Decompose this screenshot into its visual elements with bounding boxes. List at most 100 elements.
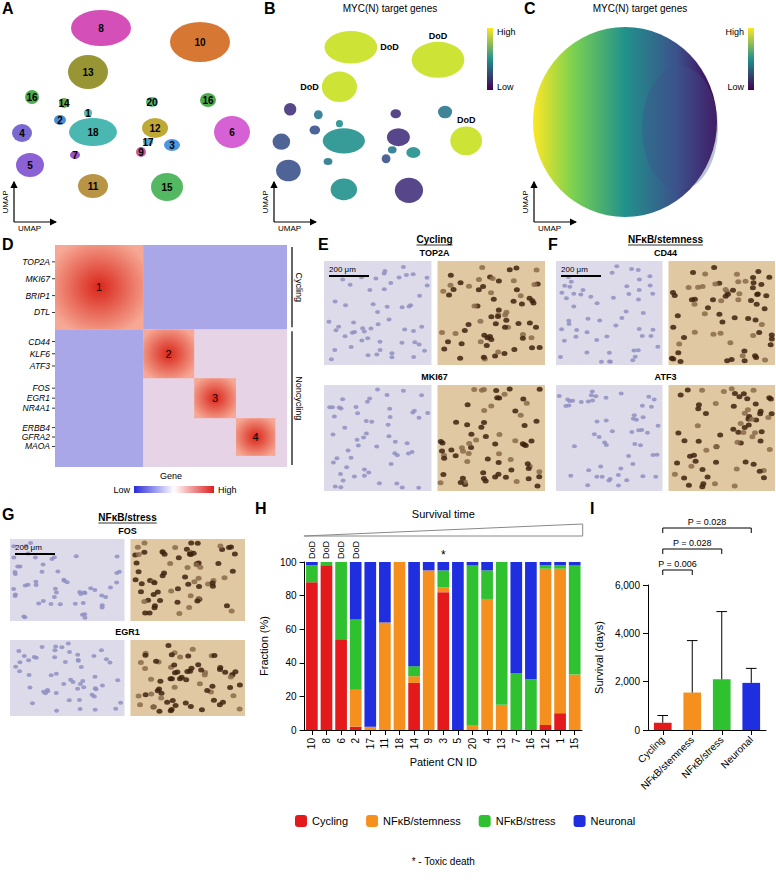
svg-text:CD44: CD44	[28, 337, 50, 347]
svg-text:DoD: DoD	[457, 115, 476, 125]
svg-text:High: High	[218, 485, 237, 495]
svg-text:14: 14	[409, 738, 420, 750]
svg-text:E: E	[318, 236, 329, 253]
svg-text:13: 13	[496, 738, 507, 750]
svg-text:9: 9	[423, 738, 434, 744]
svg-text:1: 1	[85, 108, 91, 119]
svg-text:TOP2A: TOP2A	[420, 248, 450, 258]
svg-text:4: 4	[253, 431, 259, 443]
svg-text:NFκB/stress: NFκB/stress	[496, 815, 556, 827]
svg-text:18: 18	[87, 127, 99, 138]
svg-text:F: F	[548, 236, 558, 253]
svg-text:NFκB/stemness: NFκB/stemness	[639, 734, 697, 792]
svg-text:NFκB/stemness: NFκB/stemness	[628, 234, 703, 245]
svg-text:TOP2A: TOP2A	[22, 257, 50, 267]
svg-text:BRIP1: BRIP1	[25, 291, 50, 301]
svg-text:UMAP: UMAP	[261, 190, 270, 213]
svg-text:P = 0.028: P = 0.028	[673, 538, 712, 548]
svg-text:Low: Low	[497, 82, 514, 92]
svg-text:Neuronal: Neuronal	[591, 815, 636, 827]
svg-text:20: 20	[467, 738, 478, 750]
svg-text:6: 6	[229, 127, 235, 138]
svg-text:17: 17	[142, 137, 154, 148]
svg-text:DoD: DoD	[336, 540, 346, 559]
svg-text:Gene: Gene	[160, 471, 182, 481]
svg-text:EGR1: EGR1	[27, 393, 50, 403]
svg-text:3: 3	[169, 140, 175, 151]
svg-text:B: B	[264, 0, 276, 17]
svg-text:12: 12	[149, 123, 161, 134]
svg-text:3: 3	[212, 392, 218, 404]
svg-text:7: 7	[72, 150, 78, 161]
svg-text:10: 10	[194, 37, 206, 48]
svg-text:MKI67: MKI67	[25, 274, 50, 284]
svg-text:MKI67: MKI67	[421, 372, 448, 382]
svg-text:60: 60	[285, 624, 297, 635]
svg-text:FOS: FOS	[33, 383, 51, 393]
svg-text:UMAP: UMAP	[278, 224, 301, 233]
svg-text:UMAP: UMAP	[538, 224, 561, 233]
svg-text:* - Toxic death: * - Toxic death	[412, 856, 475, 867]
svg-text:Survival time: Survival time	[412, 508, 475, 520]
svg-text:13: 13	[82, 67, 94, 78]
svg-text:G: G	[2, 506, 14, 523]
svg-text:MYC(N) target genes: MYC(N) target genes	[593, 3, 687, 14]
svg-text:DoD: DoD	[351, 540, 361, 559]
svg-text:8: 8	[321, 738, 332, 744]
svg-text:DoD: DoD	[307, 540, 317, 559]
svg-text:12: 12	[540, 738, 551, 750]
svg-text:UMAP: UMAP	[521, 190, 530, 213]
svg-text:Low: Low	[727, 82, 744, 92]
svg-text:A: A	[2, 0, 14, 17]
svg-text:Noncycling: Noncycling	[294, 376, 304, 420]
svg-text:High: High	[725, 27, 744, 37]
svg-text:18: 18	[394, 738, 405, 750]
svg-text:2: 2	[166, 348, 172, 360]
svg-text:UMAP: UMAP	[1, 190, 10, 213]
svg-text:10: 10	[306, 738, 317, 750]
svg-text:40: 40	[285, 657, 297, 668]
svg-text:*: *	[441, 548, 446, 562]
svg-text:P = 0.006: P = 0.006	[658, 559, 697, 569]
svg-text:MYC(N) target genes: MYC(N) target genes	[343, 3, 437, 14]
svg-text:20: 20	[285, 691, 297, 702]
svg-text:Fraction (%): Fraction (%)	[258, 616, 270, 676]
svg-text:DoD: DoD	[300, 82, 319, 92]
svg-text:80: 80	[285, 590, 297, 601]
svg-text:1: 1	[96, 281, 102, 293]
svg-text:DoD: DoD	[429, 31, 448, 41]
svg-text:6,000: 6,000	[615, 580, 640, 591]
svg-text:Survival (days): Survival (days)	[593, 621, 605, 694]
svg-text:KLF6: KLF6	[30, 349, 51, 359]
svg-text:DTL: DTL	[34, 307, 50, 317]
svg-text:16: 16	[525, 738, 536, 750]
svg-text:Cycling: Cycling	[312, 815, 348, 827]
svg-text:ATF3: ATF3	[655, 372, 677, 382]
svg-text:Cycling: Cycling	[416, 234, 452, 245]
svg-text:4,000: 4,000	[615, 628, 640, 639]
svg-text:DoD: DoD	[380, 42, 399, 52]
svg-text:9: 9	[138, 147, 144, 158]
svg-text:Low: Low	[113, 485, 130, 495]
svg-text:DoD: DoD	[321, 540, 331, 559]
svg-text:Neuronal: Neuronal	[719, 734, 755, 770]
svg-text:8: 8	[98, 23, 104, 34]
svg-text:3: 3	[438, 738, 449, 744]
svg-text:4: 4	[482, 738, 493, 744]
svg-text:NR4A1: NR4A1	[23, 403, 51, 413]
svg-text:0: 0	[634, 725, 640, 736]
svg-text:5: 5	[452, 738, 463, 744]
svg-text:15: 15	[161, 182, 173, 193]
svg-text:NFκB/stress: NFκB/stress	[679, 734, 725, 780]
svg-text:CD44: CD44	[654, 248, 677, 258]
svg-text:ATF3: ATF3	[29, 361, 50, 371]
svg-text:C: C	[524, 0, 536, 17]
svg-text:5: 5	[27, 160, 33, 171]
svg-text:11: 11	[88, 181, 99, 192]
svg-text:High: High	[497, 27, 516, 37]
svg-text:17: 17	[365, 738, 376, 750]
svg-text:MAOA: MAOA	[25, 441, 50, 451]
svg-text:1: 1	[555, 738, 566, 744]
svg-text:0: 0	[291, 725, 297, 736]
svg-text:200 μm: 200 μm	[329, 265, 356, 274]
